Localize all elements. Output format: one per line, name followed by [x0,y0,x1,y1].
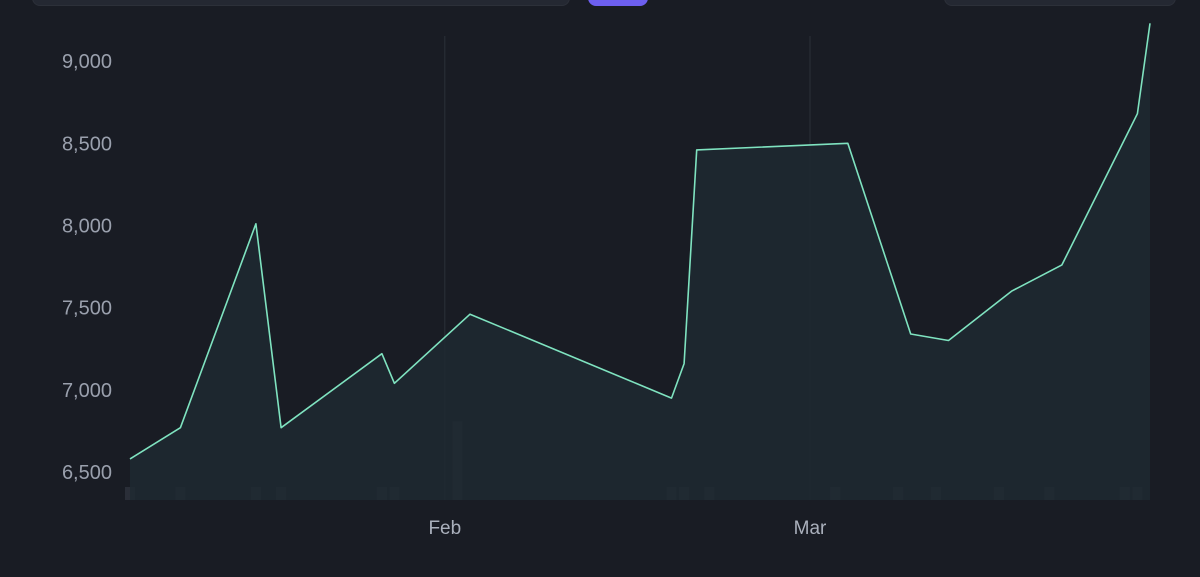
y-tick-label: 7,500 [62,298,112,320]
series-area [130,23,1150,501]
y-tick-label: 6,500 [62,462,112,484]
y-tick-label: 9,000 [62,51,112,73]
y-tick-label: 8,500 [62,133,112,155]
y-tick-label: 8,000 [62,215,112,237]
x-tick-label: Mar [794,518,827,539]
x-axis: Feb Mar [428,518,827,539]
series-line [129,23,1151,460]
x-tick-label: Feb [428,518,461,539]
y-axis: 6,500 7,000 7,500 8,000 8,500 9,000 [62,51,112,484]
y-tick-label: 7,000 [62,380,112,402]
top-toolbar [0,0,1200,10]
